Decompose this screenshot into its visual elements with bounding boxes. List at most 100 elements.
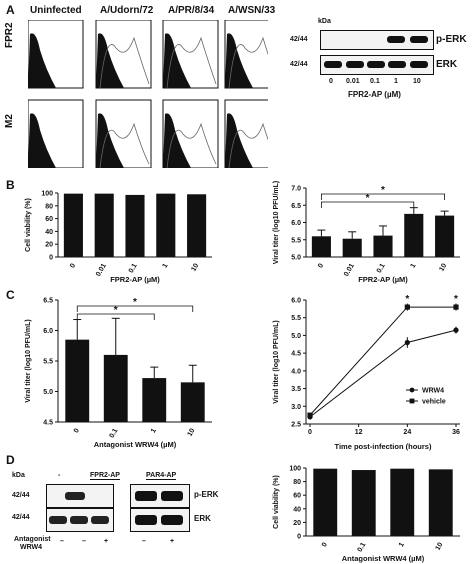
erk-band [346,61,364,68]
y-tick-label: 6.5 [291,203,301,210]
blot-d-perk-strip-right [130,484,190,508]
chart-b-titer: 5.0 5.5 6.0 6.5 7.0 Viral titer (log10 PFU/mL… [273,181,460,284]
blot-a-label-perk: p-ERK [436,34,467,45]
bar [428,469,453,536]
blot-a-mw-bottom: 42/44 [290,61,308,68]
y-tick-label: 4.5 [291,351,301,358]
data-point [453,304,459,310]
y-tick-label: 60 [293,493,301,500]
y-tick-label: 100 [41,191,53,198]
blot-a-label-erk: ERK [436,59,458,70]
bar [342,238,362,257]
y-tick-label: 0 [49,255,53,262]
x-tick-label: 10 [190,262,200,272]
panel-label-b: B [6,178,15,192]
y-tick-label: 5.0 [43,389,53,396]
bar [156,193,176,257]
flow-open-histogram [99,122,150,168]
bar [63,193,83,257]
x-tick-label: 0.1 [357,541,368,553]
bar [180,382,205,422]
flow-col-pr8: A/PR/8/34 [168,5,215,16]
blot-d-perk-strip-left [46,484,114,508]
blot-d-label-erk: ERK [194,514,211,523]
significance-star: * [381,185,385,196]
flow-row-fpr2: FPR2 [4,22,15,48]
erk-band [91,516,109,524]
bar [390,468,415,536]
data-point [307,412,313,418]
blot-d-label-perk: p-ERK [194,490,219,499]
blot-d-mw-bottom: 42/44 [12,514,30,521]
erk-band [49,516,67,524]
data-point [453,327,459,333]
blot-a-dose: 0 [329,78,333,85]
x-tick-label: 0 [73,427,81,434]
significance-star: * [454,294,458,305]
bar [103,354,128,422]
blot-a-mw-top: 42/44 [290,36,308,43]
x-tick-label: 1 [162,262,170,269]
x-tick-label: 0.1 [376,262,387,274]
legend-marker [409,398,415,404]
panel-label-a: A [6,3,15,17]
y-tick-label: 5.5 [291,315,301,322]
flow-open-histogram [166,122,217,168]
y-tick-label: 5.5 [43,359,53,366]
x-tick-label: 0 [69,262,77,269]
blot-a-kda: kDa [318,18,331,25]
y-tick-label: 7.0 [291,186,301,193]
flow-filled-histogram [96,33,124,88]
x-tick-label: 0 [308,429,312,436]
blot-d-erk-strip-right [130,508,190,532]
flow-filled-histogram [28,113,56,168]
legend-label: WRW4 [422,388,444,395]
flow-col-wsn: A/WSN/33 [228,5,276,16]
bar [94,193,114,257]
bar [313,468,338,536]
blot-d-sign: – [142,538,146,545]
flow-col-udorn: A/Udorn/72 [100,5,154,16]
significance-bracket [321,201,415,208]
x-tick-label: 1 [398,541,406,548]
bar [187,194,207,257]
blot-d-row-label: Antagonist WRW4 [14,536,51,551]
panel-label-c: C [6,288,15,302]
y-tick-label: 2.5 [291,422,301,429]
flow-histogram-grid [28,20,268,168]
blot-d-group-fpr2: FPR2-AP [90,472,120,480]
flow-filled-histogram [96,113,124,168]
y-tick-label: 80 [45,203,53,210]
flow-row-m2: M2 [4,114,15,128]
blot-a-dose: 10 [413,78,421,85]
bar [311,236,331,257]
blot-d-group-par4: PAR4-AP [146,472,177,480]
x-tick-label: 10 [187,427,197,437]
flow-col-uninfected: Uninfected [30,5,82,16]
significance-star: * [114,305,118,316]
y-tick-label: 6.0 [291,220,301,227]
chart-c-timecourse: 2.5 3.0 3.5 4.0 4.5 5.0 5.5 6.0 Viral titer (log… [273,294,460,451]
significance-star: * [405,294,409,305]
y-tick-label: 6.0 [291,298,301,305]
x-tick-label: 10 [438,262,448,272]
y-tick-label: 5.0 [291,333,301,340]
flow-filled-histogram [225,113,253,168]
blot-d-sign: – [60,538,64,545]
perk-band [135,491,157,501]
blot-d-erk-strip-left [46,508,114,532]
x-tick-label: 1 [410,262,418,269]
y-tick-label: 3.0 [291,404,301,411]
blot-a-dose: 0.01 [346,78,360,85]
flow-filled-histogram [225,33,253,88]
y-axis-label: Viral titer (log10 PFU/mL) [273,320,280,404]
blot-a-perk-strip [320,30,434,50]
legend-marker [409,387,415,393]
y-tick-label: 20 [293,520,301,527]
significance-star: * [366,193,370,204]
flow-open-histogram [228,122,268,168]
perk-band [161,491,183,501]
significance-star: * [133,297,137,308]
erk-band [388,61,406,68]
